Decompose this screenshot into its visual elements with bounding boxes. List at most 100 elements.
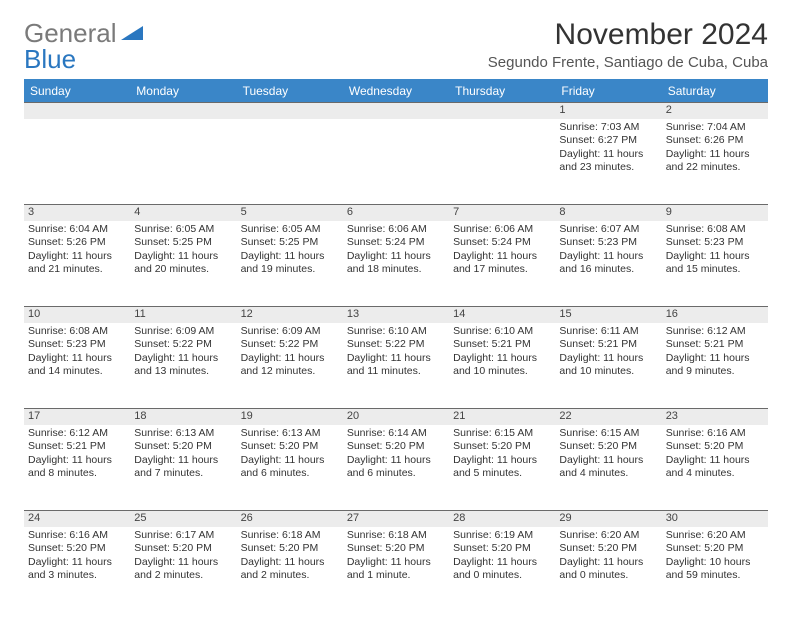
day-content-cell: Sunrise: 6:15 AMSunset: 5:20 PMDaylight:… <box>555 425 661 511</box>
sunset-line: Sunset: 5:25 PM <box>241 236 339 250</box>
day-number-cell: 17 <box>24 409 130 425</box>
sunset-line: Sunset: 5:20 PM <box>559 440 657 454</box>
sunrise-line: Sunrise: 6:14 AM <box>347 427 445 441</box>
day-content-cell: Sunrise: 6:09 AMSunset: 5:22 PMDaylight:… <box>130 323 236 409</box>
day-number-cell <box>237 103 343 119</box>
day-content-cell: Sunrise: 6:10 AMSunset: 5:21 PMDaylight:… <box>449 323 555 409</box>
day-number-cell: 13 <box>343 307 449 323</box>
weekday-header: Tuesday <box>237 80 343 103</box>
sunrise-line: Sunrise: 6:20 AM <box>666 529 764 543</box>
weekday-header: Thursday <box>449 80 555 103</box>
sunrise-line: Sunrise: 6:12 AM <box>666 325 764 339</box>
day-number-cell: 30 <box>662 511 768 527</box>
day-content-cell: Sunrise: 6:13 AMSunset: 5:20 PMDaylight:… <box>130 425 236 511</box>
day-content-cell: Sunrise: 6:18 AMSunset: 5:20 PMDaylight:… <box>343 527 449 613</box>
day-content-cell <box>130 119 236 205</box>
sunset-line: Sunset: 5:21 PM <box>453 338 551 352</box>
day-number-cell: 18 <box>130 409 236 425</box>
sunrise-line: Sunrise: 6:09 AM <box>134 325 232 339</box>
daylight-line: Daylight: 11 hours and 14 minutes. <box>28 352 126 379</box>
weekday-header: Sunday <box>24 80 130 103</box>
weekday-header: Wednesday <box>343 80 449 103</box>
sunset-line: Sunset: 5:22 PM <box>347 338 445 352</box>
daylight-line: Daylight: 11 hours and 10 minutes. <box>453 352 551 379</box>
daylight-line: Daylight: 11 hours and 2 minutes. <box>134 556 232 583</box>
sunrise-line: Sunrise: 6:15 AM <box>559 427 657 441</box>
sunrise-line: Sunrise: 6:13 AM <box>134 427 232 441</box>
daylight-line: Daylight: 11 hours and 21 minutes. <box>28 250 126 277</box>
daynum-row: 12 <box>24 103 768 119</box>
day-number-cell: 8 <box>555 205 661 221</box>
sunrise-line: Sunrise: 6:07 AM <box>559 223 657 237</box>
day-content-cell: Sunrise: 6:11 AMSunset: 5:21 PMDaylight:… <box>555 323 661 409</box>
day-content-cell: Sunrise: 6:09 AMSunset: 5:22 PMDaylight:… <box>237 323 343 409</box>
daylight-line: Daylight: 11 hours and 0 minutes. <box>453 556 551 583</box>
day-content-cell: Sunrise: 6:06 AMSunset: 5:24 PMDaylight:… <box>449 221 555 307</box>
daylight-line: Daylight: 11 hours and 0 minutes. <box>559 556 657 583</box>
sunrise-line: Sunrise: 7:03 AM <box>559 121 657 135</box>
daylight-line: Daylight: 11 hours and 16 minutes. <box>559 250 657 277</box>
sunrise-line: Sunrise: 6:15 AM <box>453 427 551 441</box>
day-number-cell: 11 <box>130 307 236 323</box>
day-number-cell: 25 <box>130 511 236 527</box>
sunset-line: Sunset: 5:21 PM <box>28 440 126 454</box>
day-number-cell: 20 <box>343 409 449 425</box>
sunset-line: Sunset: 5:20 PM <box>666 542 764 556</box>
day-number-cell <box>24 103 130 119</box>
sunrise-line: Sunrise: 7:04 AM <box>666 121 764 135</box>
day-number-cell: 5 <box>237 205 343 221</box>
logo-triangle-icon <box>121 22 143 45</box>
day-number-cell: 15 <box>555 307 661 323</box>
sunset-line: Sunset: 5:20 PM <box>347 440 445 454</box>
day-number-cell: 2 <box>662 103 768 119</box>
sunset-line: Sunset: 5:23 PM <box>559 236 657 250</box>
sunset-line: Sunset: 5:23 PM <box>666 236 764 250</box>
daylight-line: Daylight: 11 hours and 2 minutes. <box>241 556 339 583</box>
day-content-cell: Sunrise: 6:07 AMSunset: 5:23 PMDaylight:… <box>555 221 661 307</box>
day-content-cell: Sunrise: 6:20 AMSunset: 5:20 PMDaylight:… <box>662 527 768 613</box>
day-content-cell <box>343 119 449 205</box>
day-number-cell: 29 <box>555 511 661 527</box>
daylight-line: Daylight: 11 hours and 13 minutes. <box>134 352 232 379</box>
day-content-cell: Sunrise: 7:03 AMSunset: 6:27 PMDaylight:… <box>555 119 661 205</box>
day-number-cell: 22 <box>555 409 661 425</box>
content-row: Sunrise: 6:16 AMSunset: 5:20 PMDaylight:… <box>24 527 768 613</box>
sunset-line: Sunset: 5:20 PM <box>134 542 232 556</box>
sunset-line: Sunset: 5:20 PM <box>453 440 551 454</box>
title-block: November 2024 Segundo Frente, Santiago d… <box>488 18 768 71</box>
day-content-cell: Sunrise: 6:05 AMSunset: 5:25 PMDaylight:… <box>237 221 343 307</box>
daylight-line: Daylight: 11 hours and 3 minutes. <box>28 556 126 583</box>
page-subtitle: Segundo Frente, Santiago de Cuba, Cuba <box>488 54 768 71</box>
day-content-cell: Sunrise: 7:04 AMSunset: 6:26 PMDaylight:… <box>662 119 768 205</box>
day-content-cell: Sunrise: 6:14 AMSunset: 5:20 PMDaylight:… <box>343 425 449 511</box>
daylight-line: Daylight: 11 hours and 19 minutes. <box>241 250 339 277</box>
daylight-line: Daylight: 11 hours and 7 minutes. <box>134 454 232 481</box>
day-number-cell <box>343 103 449 119</box>
daylight-line: Daylight: 11 hours and 6 minutes. <box>241 454 339 481</box>
sunset-line: Sunset: 5:20 PM <box>28 542 126 556</box>
weekday-row: SundayMondayTuesdayWednesdayThursdayFrid… <box>24 80 768 103</box>
day-number-cell: 16 <box>662 307 768 323</box>
sunset-line: Sunset: 5:20 PM <box>241 542 339 556</box>
sunrise-line: Sunrise: 6:20 AM <box>559 529 657 543</box>
daylight-line: Daylight: 11 hours and 15 minutes. <box>666 250 764 277</box>
sunset-line: Sunset: 5:21 PM <box>666 338 764 352</box>
day-content-cell: Sunrise: 6:13 AMSunset: 5:20 PMDaylight:… <box>237 425 343 511</box>
day-number-cell: 19 <box>237 409 343 425</box>
page-header: General November 2024 Segundo Frente, Sa… <box>24 18 768 71</box>
daylight-line: Daylight: 11 hours and 1 minute. <box>347 556 445 583</box>
day-content-cell: Sunrise: 6:17 AMSunset: 5:20 PMDaylight:… <box>130 527 236 613</box>
day-content-cell <box>237 119 343 205</box>
day-number-cell: 3 <box>24 205 130 221</box>
day-number-cell: 24 <box>24 511 130 527</box>
sunset-line: Sunset: 5:20 PM <box>666 440 764 454</box>
weekday-header: Friday <box>555 80 661 103</box>
sunset-line: Sunset: 5:24 PM <box>347 236 445 250</box>
daynum-row: 24252627282930 <box>24 511 768 527</box>
day-number-cell: 7 <box>449 205 555 221</box>
daynum-row: 10111213141516 <box>24 307 768 323</box>
day-number-cell <box>130 103 236 119</box>
day-content-cell: Sunrise: 6:16 AMSunset: 5:20 PMDaylight:… <box>662 425 768 511</box>
day-content-cell: Sunrise: 6:08 AMSunset: 5:23 PMDaylight:… <box>662 221 768 307</box>
sunrise-line: Sunrise: 6:05 AM <box>241 223 339 237</box>
